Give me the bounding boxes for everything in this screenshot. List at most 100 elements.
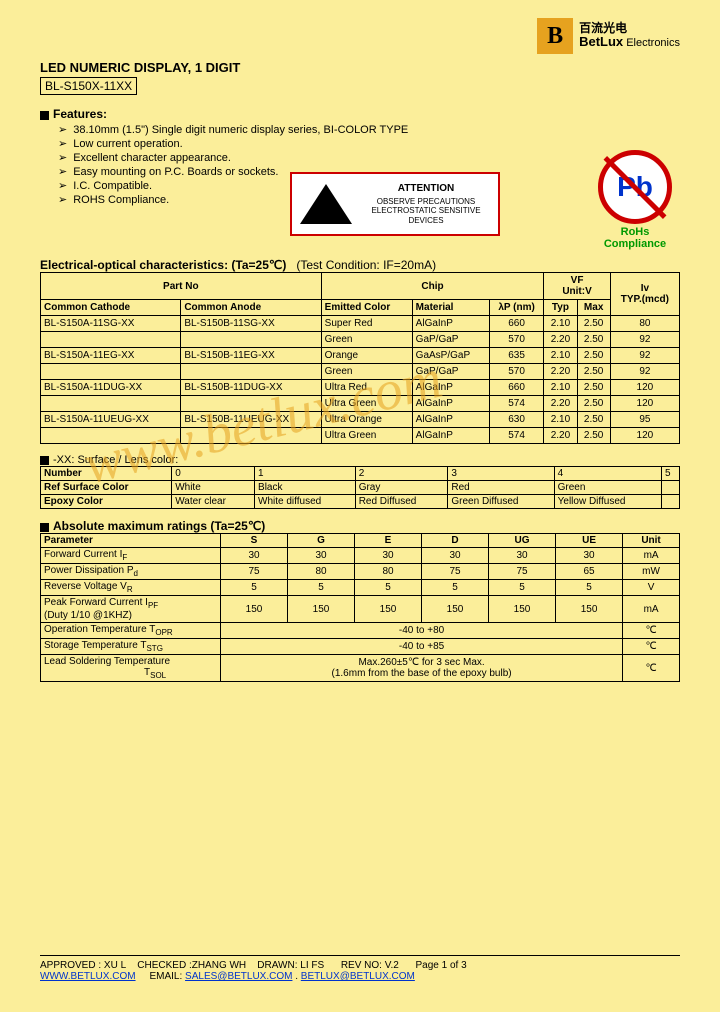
table-cell: Ultra Red [321, 380, 412, 396]
table-cell [661, 481, 679, 495]
table-cell: 30 [221, 548, 288, 564]
table-cell: 80 [610, 316, 679, 332]
table-cell [181, 396, 321, 412]
table-cell: 2.50 [577, 364, 610, 380]
table-cell: AlGaInP [412, 396, 489, 412]
esd-warning: ATTENTION OBSERVE PRECAUTIONS ELECTROSTA… [290, 172, 500, 236]
table-cell: 635 [489, 348, 544, 364]
table-cell [181, 332, 321, 348]
th-iv: IvTYP.(mcd) [610, 273, 679, 316]
footer-url-link[interactable]: WWW.BETLUX.COM [40, 971, 136, 982]
table-row: Power Dissipation Pd758080757565mW [41, 564, 680, 580]
table-cell: 92 [610, 364, 679, 380]
table-cell: Black [255, 481, 356, 495]
unit-cell: mA [623, 596, 680, 623]
footer: APPROVED : XU L CHECKED :ZHANG WH DRAWN:… [40, 955, 680, 982]
unit-cell: ℃ [623, 623, 680, 639]
table-cell: Ultra Orange [321, 412, 412, 428]
table-row: Forward Current IF303030303030mA [41, 548, 680, 564]
footer-sep: . [292, 971, 300, 982]
th-vf: VFUnit:V [544, 273, 610, 300]
param-cell: Reverse Voltage VR [41, 580, 221, 596]
rohs-label: RoHs Compliance [590, 226, 680, 250]
table-cell: 150 [489, 596, 556, 623]
table-cell: 2.50 [577, 380, 610, 396]
esd-triangle-icon [300, 184, 352, 224]
brand-header: B 百流光电 BetLux Electronics [537, 18, 680, 54]
table-cell: 5 [355, 580, 422, 596]
lens-label: -XX: Surface / Lens color: [53, 454, 178, 466]
span-cell: -40 to +85 [221, 639, 623, 655]
table-cell: BL-S150B-11SG-XX [181, 316, 321, 332]
table-cell: 80 [288, 564, 355, 580]
table-cell: 120 [610, 428, 679, 444]
table-cell: 30 [355, 548, 422, 564]
table-cell [41, 428, 181, 444]
param-cell: Lead Soldering TemperatureTSOL [41, 655, 221, 682]
table-cell: 5 [661, 467, 679, 481]
footer-email2-link[interactable]: BETLUX@BETLUX.COM [301, 971, 415, 982]
table-cell: 2.10 [544, 380, 577, 396]
table-cell: Green Diffused [448, 495, 554, 509]
footer-email1-link[interactable]: SALES@BETLUX.COM [185, 971, 292, 982]
elec-char-table: Part No Chip VFUnit:V IvTYP.(mcd) Common… [40, 272, 680, 444]
pb-free-icon: Pb [598, 150, 672, 224]
table-cell: BL-S150B-11UEUG-XX [181, 412, 321, 428]
th-max: Max [577, 300, 610, 316]
table-cell [181, 364, 321, 380]
table-row: Lead Soldering TemperatureTSOLMax.260±5℃… [41, 655, 680, 682]
param-cell: Peak Forward Current IPF(Duty 1/10 @1KHZ… [41, 596, 221, 623]
th-color: Emitted Color [321, 300, 412, 316]
elec-char-cond: (Test Condition: IF=20mA) [296, 258, 436, 272]
th-ref: Ref Surface Color [41, 481, 172, 495]
param-cell: Storage Temperature TSTG [41, 639, 221, 655]
lens-heading: -XX: Surface / Lens color: [40, 454, 680, 466]
table-cell: 95 [610, 412, 679, 428]
brand-en: BetLux Electronics [579, 35, 680, 49]
table-cell: 574 [489, 428, 544, 444]
table-row: Ultra GreenAlGaInP5742.202.50120 [41, 396, 680, 412]
table-cell: 2.10 [544, 316, 577, 332]
table-row: BL-S150A-11UEUG-XXBL-S150B-11UEUG-XXUltr… [41, 412, 680, 428]
table-cell: BL-S150A-11UEUG-XX [41, 412, 181, 428]
table-cell: 2.50 [577, 348, 610, 364]
table-cell: GaP/GaP [412, 364, 489, 380]
table-cell: Yellow Diffused [554, 495, 661, 509]
table-cell: 570 [489, 364, 544, 380]
table-cell: 150 [355, 596, 422, 623]
unit-cell: ℃ [623, 655, 680, 682]
th-col: G [288, 534, 355, 548]
table-cell [181, 428, 321, 444]
table-cell: 2.50 [577, 316, 610, 332]
table-cell: 150 [422, 596, 489, 623]
th-chip: Chip [321, 273, 544, 300]
th-ca: Common Anode [181, 300, 321, 316]
table-cell: 30 [489, 548, 556, 564]
table-cell: 660 [489, 380, 544, 396]
footer-email-label: EMAIL: [149, 971, 182, 982]
table-cell: 2.20 [544, 364, 577, 380]
param-cell: Power Dissipation Pd [41, 564, 221, 580]
span-cell: Max.260±5℃ for 3 sec Max. (1.6mm from th… [221, 655, 623, 682]
table-cell: 630 [489, 412, 544, 428]
elec-char-heading: Electrical-optical characteristics: (Ta=… [40, 258, 680, 272]
table-cell: GaAsP/GaP [412, 348, 489, 364]
table-cell: 120 [610, 380, 679, 396]
brand-en-bold: BetLux [579, 34, 623, 49]
esd-title: ATTENTION [358, 183, 494, 195]
abs-label: Absolute maximum ratings (Ta=25℃) [53, 519, 265, 533]
footer-drawn: DRAWN: LI FS [257, 960, 324, 971]
table-cell: AlGaInP [412, 412, 489, 428]
rohs-badge: Pb RoHs Compliance [590, 150, 680, 250]
table-row: BL-S150A-11SG-XXBL-S150B-11SG-XXSuper Re… [41, 316, 680, 332]
table-cell: BL-S150B-11DUG-XX [181, 380, 321, 396]
unit-cell: V [623, 580, 680, 596]
th-number: Number [41, 467, 172, 481]
span-cell: -40 to +80 [221, 623, 623, 639]
table-cell: 65 [556, 564, 623, 580]
table-cell: Gray [355, 481, 448, 495]
table-cell [41, 364, 181, 380]
table-cell: 30 [556, 548, 623, 564]
table-cell: Super Red [321, 316, 412, 332]
th-mat: Material [412, 300, 489, 316]
